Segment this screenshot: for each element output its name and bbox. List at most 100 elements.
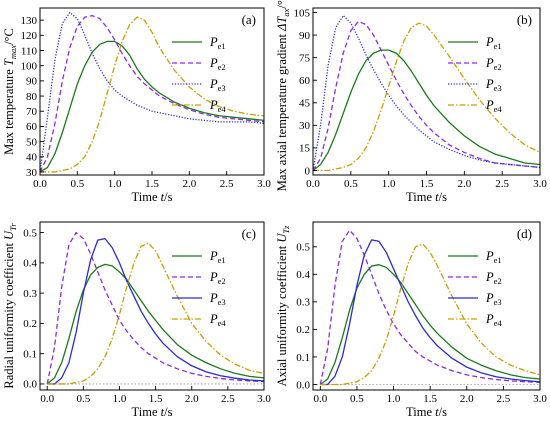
legend: Pe1 Pe2 Pe3 Pe4 <box>172 249 226 328</box>
series-line-e1 <box>46 263 265 385</box>
x-tick-label: 0.5 <box>70 178 84 190</box>
x-axis-label: Time t/s <box>406 405 447 419</box>
panel-label: (a) <box>242 12 256 27</box>
x-tick-label: 1.0 <box>387 393 401 405</box>
y-tick-label: 90 <box>299 30 311 42</box>
x-tick-label: 2.0 <box>457 178 471 190</box>
panel-c: 0.0 0.5 1.0 1.5 2.0 2.5 3.0 0.0 0.1 0.2 0.3 0.4 0.5 T… <box>2 221 271 419</box>
x-tick-label: 0.0 <box>313 393 327 405</box>
legend: Pe1 Pe2 Pe3 Pe4 <box>448 249 502 328</box>
y-tick-label: 50 <box>26 136 38 148</box>
y-tick-label: 120 <box>21 30 38 42</box>
legend-label-e1: Pe1 <box>209 249 226 265</box>
x-tick-label: 1.0 <box>382 178 396 190</box>
y-axis-label: Axial uniformity coefficient UTz <box>275 225 291 387</box>
plot-frame <box>312 221 541 391</box>
legend-label-e4: Pe4 <box>209 98 226 114</box>
x-tick-label: 2.5 <box>497 393 511 405</box>
series-line-e1 <box>312 49 541 171</box>
x-axis-label: Time t/s <box>132 190 173 204</box>
series-line-e4 <box>313 22 541 172</box>
y-tick-label: 0.3 <box>23 288 37 300</box>
y-tick-label: 70 <box>26 106 38 118</box>
legend-label-e4: Pe4 <box>485 312 502 328</box>
x-tick-label: 1.5 <box>145 178 159 190</box>
y-tick-label: 0.3 <box>296 297 310 309</box>
series-line-e1 <box>319 264 541 386</box>
series-line-e3 <box>312 14 541 171</box>
legend: Pe1 Pe2 Pe3 Pe4 <box>172 35 226 114</box>
legend-label-e3: Pe3 <box>209 77 226 93</box>
y-tick-label: 45 <box>299 98 311 110</box>
legend-label-e1: Pe1 <box>485 249 502 265</box>
x-tick-label: 0.0 <box>33 178 47 190</box>
x-tick-label: 3.0 <box>257 393 271 405</box>
legend-label-e4: Pe4 <box>485 98 502 114</box>
x-tick-label: 0.0 <box>306 178 320 190</box>
panel-b: 0.0 0.5 1.0 1.5 2.0 2.5 3.0 0 15 30 45 60 75 90 105 Tim… <box>275 0 547 204</box>
y-tick-label: 60 <box>26 121 38 133</box>
y-tick-label: 0.5 <box>296 242 310 254</box>
series-line-e3 <box>39 11 265 173</box>
y-tick-label: 80 <box>26 91 38 103</box>
x-tick-label: 1.0 <box>113 393 127 405</box>
legend-label-e4: Pe4 <box>209 312 226 328</box>
y-tick-label: 0.0 <box>23 379 37 391</box>
x-tick-label: 1.5 <box>420 178 434 190</box>
y-axis-label: Max axial temperature gradient ΔTax/°C <box>275 0 291 191</box>
panel-d: 0.0 0.5 1.0 1.5 2.0 2.5 3.0 0.0 0.1 0.2 0.3 0.4 0.5 T… <box>275 221 547 419</box>
x-tick-label: 3.0 <box>257 178 271 190</box>
y-tick-label: 0 <box>305 165 311 177</box>
y-tick-label: 0.1 <box>23 348 37 360</box>
x-tick-label: 2.5 <box>220 178 234 190</box>
y-axis-label: Max temperature Tmax/°C <box>2 28 18 155</box>
x-tick-label: 1.5 <box>149 393 163 405</box>
series-line-e4 <box>40 16 265 173</box>
y-tick-label: 110 <box>21 45 38 57</box>
x-tick-label: 0.5 <box>344 178 358 190</box>
series-line-e2 <box>312 20 541 171</box>
y-tick-label: 75 <box>299 52 311 64</box>
legend-label-e3: Pe3 <box>485 291 502 307</box>
x-tick-label: 0.0 <box>40 393 54 405</box>
x-tick-label: 2.0 <box>182 178 196 190</box>
y-tick-label: 0.5 <box>23 227 37 239</box>
x-tick-label: 3.0 <box>533 178 547 190</box>
y-tick-label: 40 <box>26 152 38 164</box>
legend-label-e2: Pe2 <box>485 270 502 286</box>
y-tick-label: 105 <box>294 7 311 19</box>
y-tick-label: 130 <box>21 15 38 27</box>
series-line-e3 <box>320 239 541 386</box>
legend-label-e3: Pe3 <box>209 291 226 307</box>
x-tick-label: 2.0 <box>460 393 474 405</box>
legend: Pe1 Pe2 Pe3 Pe4 <box>448 35 502 114</box>
x-tick-label: 2.5 <box>495 178 509 190</box>
x-tick-label: 3.0 <box>533 393 547 405</box>
legend-label-e1: Pe1 <box>485 35 502 51</box>
series-line-e2 <box>319 229 541 385</box>
x-tick-label: 1.0 <box>108 178 122 190</box>
x-tick-label: 2.0 <box>185 393 199 405</box>
y-tick-label: 0.4 <box>23 258 37 270</box>
y-tick-label: 30 <box>299 120 311 132</box>
x-tick-label: 2.5 <box>221 393 235 405</box>
x-tick-label: 0.5 <box>76 393 90 405</box>
x-tick-label: 1.5 <box>423 393 437 405</box>
y-tick-label: 60 <box>299 75 311 87</box>
panel-label: (d) <box>517 226 532 241</box>
y-tick-label: 90 <box>26 76 38 88</box>
y-tick-label: 0.1 <box>296 352 310 364</box>
x-axis-label: Time t/s <box>406 190 447 204</box>
legend-label-e2: Pe2 <box>209 56 226 72</box>
legend-label-e2: Pe2 <box>485 56 502 72</box>
y-tick-label: 0.2 <box>23 318 37 330</box>
y-tick-label: 0.0 <box>296 379 310 391</box>
series-line-e2 <box>39 14 265 173</box>
series-line-e3 <box>47 237 265 385</box>
y-tick-label: 30 <box>26 167 38 179</box>
series-line-e1 <box>39 40 265 173</box>
series-line-e4 <box>47 242 265 385</box>
panel-label: (c) <box>242 226 256 241</box>
x-tick-label: 0.5 <box>350 393 364 405</box>
